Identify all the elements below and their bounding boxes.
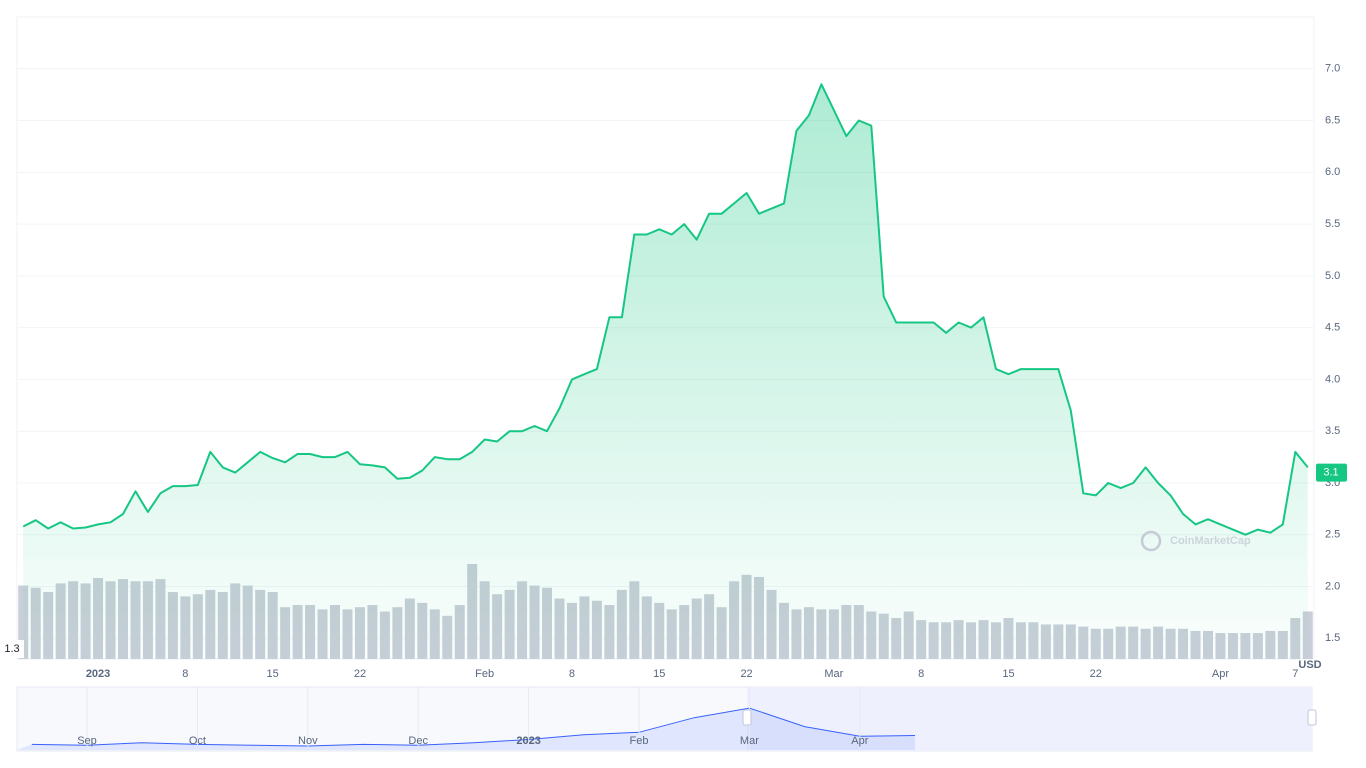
y-tick-label: 4.5 [1325, 322, 1340, 334]
x-tick-label: Feb [475, 668, 494, 680]
y-tick-label: 5.5 [1325, 218, 1340, 230]
y-tick-label: 3.5 [1325, 425, 1340, 437]
navigator-label: Oct [189, 735, 206, 747]
x-tick-label: Apr [1212, 668, 1229, 680]
navigator-area [17, 708, 915, 750]
navigator-handle[interactable] [1307, 709, 1317, 726]
x-tick-label: 22 [740, 668, 752, 680]
x-tick-label: 2023 [86, 668, 110, 680]
navigator-label: Sep [77, 735, 97, 747]
current-price-label: 3.1 [1323, 467, 1338, 479]
navigator-selection[interactable] [747, 687, 1312, 751]
navigator-label: Feb [630, 735, 649, 747]
navigator-label: Mar [740, 735, 759, 747]
y-tick-label: 6.0 [1325, 166, 1340, 178]
price-line [22, 83, 1309, 536]
y-tick-label: 2.5 [1325, 529, 1340, 541]
price-area [23, 84, 1308, 660]
x-tick-label: 15 [653, 668, 665, 680]
watermark-logo [1140, 530, 1162, 552]
navigator-label: 2023 [516, 735, 540, 747]
y-tick-label: 6.5 [1325, 114, 1340, 126]
x-tick-label: 8 [918, 668, 924, 680]
navigator-label: Dec [408, 735, 428, 747]
y-tick-label: 7.0 [1325, 63, 1340, 75]
x-tick-label: 22 [1090, 668, 1102, 680]
current-price-tag [1316, 463, 1347, 482]
x-tick-label: 8 [182, 668, 188, 680]
y-tick-label: 4.0 [1325, 373, 1340, 385]
navigator-label: Nov [298, 735, 318, 747]
navigator-line [31, 707, 916, 747]
y-tick-label: 2.0 [1325, 580, 1340, 592]
x-tick-label: 7 [1292, 668, 1298, 680]
unit-label: USD [1298, 659, 1321, 671]
x-tick-label: Mar [824, 668, 843, 680]
x-tick-label: 15 [267, 668, 279, 680]
range-low-tag [0, 640, 24, 658]
y-tick-label: 1.5 [1325, 632, 1340, 644]
x-tick-label: 8 [569, 668, 575, 680]
range-low-label: 1.3 [4, 643, 19, 655]
navigator-handle[interactable] [742, 709, 752, 726]
y-tick-label: 5.0 [1325, 270, 1340, 282]
navigator-label: Apr [851, 735, 868, 747]
x-tick-label: 22 [354, 668, 366, 680]
x-tick-label: 15 [1002, 668, 1014, 680]
watermark: CoinMarketCap [1170, 535, 1251, 547]
